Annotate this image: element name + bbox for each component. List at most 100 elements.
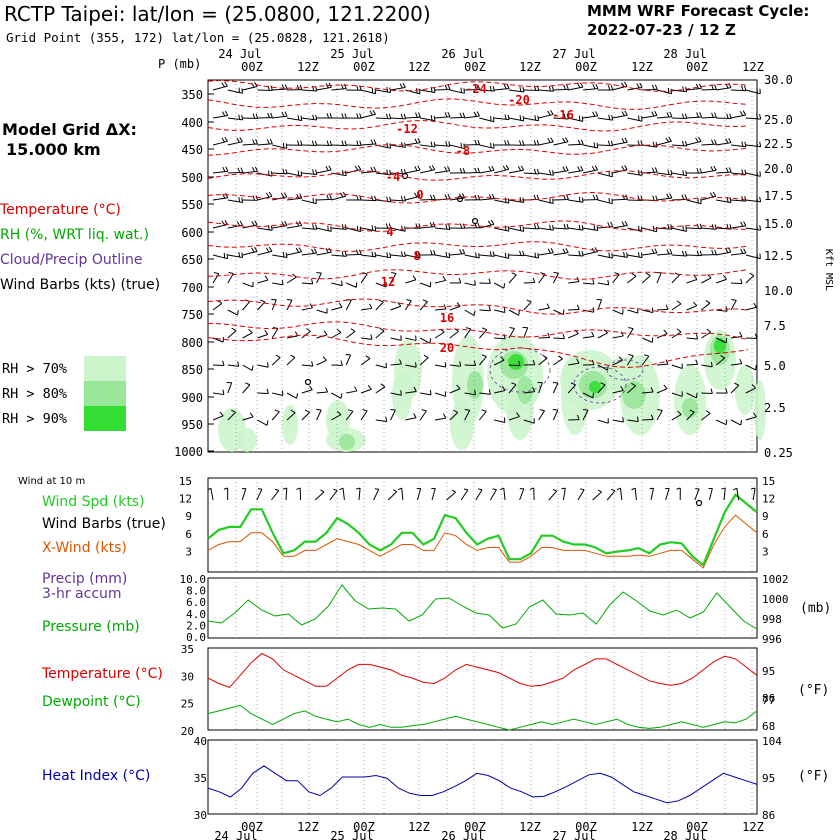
wind-barb-28 xyxy=(627,82,643,91)
wind-barb-152 xyxy=(272,192,288,201)
wind-barb-299 xyxy=(257,299,266,311)
wind-barb-138 xyxy=(612,165,628,174)
wind-barb-37 xyxy=(212,110,229,119)
wind-barb-265 xyxy=(301,278,314,285)
wind-barb-384 xyxy=(419,354,429,366)
wind-barb-295 xyxy=(745,272,755,284)
wind-barb-447 xyxy=(257,419,269,426)
surface-wind-barb-25 xyxy=(577,488,585,501)
wind-barb-136 xyxy=(582,165,599,174)
wind-barb-147 xyxy=(745,170,761,177)
wind-barb-74 xyxy=(212,136,228,146)
wind-barb-245 xyxy=(553,248,569,256)
wind-barb-423 xyxy=(449,384,461,394)
wind-barb-162 xyxy=(420,194,436,201)
wind-barb-119 xyxy=(331,170,347,177)
heat-unit: (°F) xyxy=(798,769,829,784)
wind-barb-448 xyxy=(271,409,280,421)
surface-wind-barb-22 xyxy=(529,487,535,501)
wind-barb-458 xyxy=(419,409,427,421)
wind-barb-65 xyxy=(627,115,643,122)
pressure-tick-1000: 1000 xyxy=(174,445,203,459)
wind-barb-461 xyxy=(464,408,471,421)
wind-barb-113 xyxy=(242,166,258,174)
wind-barb-311 xyxy=(434,304,447,311)
wind-barb-401 xyxy=(671,363,683,369)
wind-barb-112 xyxy=(227,167,244,174)
wind-barb-347 xyxy=(419,337,432,344)
wind-barb-403 xyxy=(701,361,713,368)
wind-barb-386 xyxy=(449,361,462,367)
wind-barb-0 xyxy=(212,81,228,91)
isotherm-label-6: 0 xyxy=(416,188,423,202)
wind-barb-309 xyxy=(404,299,412,311)
isotherm-12 xyxy=(207,298,749,315)
wind-barb-332 xyxy=(745,302,757,311)
surface-wind-barb-3 xyxy=(256,488,263,501)
wind-barb-294 xyxy=(730,278,743,285)
temp-tick-left-3: 20 xyxy=(181,725,194,738)
wind-barb-406 xyxy=(745,364,757,371)
wind-barb-69 xyxy=(686,112,703,119)
rh-70-label: RH > 70% xyxy=(2,361,68,377)
wind-barb-207 xyxy=(538,224,554,231)
wind-barb-362 xyxy=(642,337,654,343)
bottom-time-tick-6: 00Z xyxy=(575,820,597,834)
pressure-tick-450: 450 xyxy=(181,143,203,157)
wind-barb-427 xyxy=(508,382,517,394)
rh-shading-7 xyxy=(450,400,474,450)
surface-wind-barb-16 xyxy=(446,489,456,501)
wind-barb-272 xyxy=(405,275,417,284)
wind-barb-250 xyxy=(627,252,643,259)
bottom-time-tick-4: 00Z xyxy=(464,820,486,834)
wind-barb-203 xyxy=(479,219,495,229)
bottom-date-0: 24 Jul xyxy=(214,829,257,840)
isotherm-label-3: -12 xyxy=(396,122,418,136)
wind-tick-left-2: 9 xyxy=(185,510,192,523)
pressure-panel-frame xyxy=(207,577,758,639)
wind-barb-133 xyxy=(538,169,554,176)
wind-barb-125 xyxy=(420,165,436,174)
temp-tick-right-1: 86 xyxy=(762,692,775,705)
wind-barb-478 xyxy=(715,419,728,426)
rh-shading-23 xyxy=(682,398,698,418)
wind-barb-445 xyxy=(227,409,237,421)
wind-tick-right-0: 15 xyxy=(762,475,775,488)
wind-barb-469 xyxy=(582,408,589,421)
top-time-tick-0: 00Z xyxy=(241,60,263,74)
kft-tick-7: 10.0 xyxy=(764,284,793,298)
wind-barb-397 xyxy=(612,356,623,366)
surface-wind-barb-30 xyxy=(649,487,655,501)
pressure-tick-350: 350 xyxy=(181,88,203,102)
wind-barb-63 xyxy=(597,114,614,121)
kft-tick-8: 7.5 xyxy=(764,319,786,333)
wind-barb-474 xyxy=(656,409,663,421)
legend-cloud: Cloud/Precip Outline xyxy=(0,252,143,268)
surface-wind-barb-21 xyxy=(519,488,525,501)
rh-80-swatch xyxy=(84,381,126,406)
bottom-time-tick-8: 00Z xyxy=(686,820,708,834)
wind-barb-316 xyxy=(508,309,520,316)
wind-barb-416 xyxy=(346,386,358,394)
wind-barb-346 xyxy=(405,335,417,342)
surface-wind-barb-12 xyxy=(387,489,398,501)
isotherm-label-5: -4 xyxy=(386,170,400,184)
wind-barb-206 xyxy=(523,223,540,230)
wind-barb-60 xyxy=(553,113,569,120)
wind-barb-271 xyxy=(390,272,397,284)
rh-shading-22 xyxy=(622,381,646,409)
wind-barb-170 xyxy=(538,197,554,205)
wind-barb-350 xyxy=(464,327,472,339)
wind-barb-351 xyxy=(479,327,488,339)
wind-barb-429 xyxy=(537,382,543,394)
wind-barb-145 xyxy=(716,167,732,174)
isotherm--12 xyxy=(207,144,749,156)
wind-barb-109 xyxy=(730,141,747,148)
wind-barb-453 xyxy=(345,409,354,421)
wind-barb-459 xyxy=(434,413,447,421)
wind-barb-142 xyxy=(671,170,688,177)
wind-barb-129 xyxy=(479,165,495,174)
wind-barb-412 xyxy=(286,392,298,399)
wind-barb-293 xyxy=(716,275,727,284)
wind-barb-417 xyxy=(360,385,372,394)
